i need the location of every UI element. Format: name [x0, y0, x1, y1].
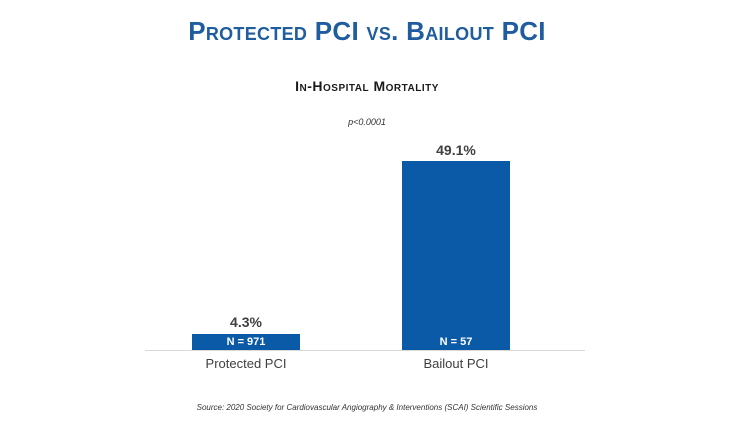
- source-footnote: Source: 2020 Society for Cardiovascular …: [196, 403, 538, 412]
- x-axis-line: [145, 350, 585, 351]
- bar-bailout-pci: N = 57: [402, 161, 510, 350]
- category-label: Bailout PCI: [423, 356, 489, 371]
- chart-title: Protected PCI vs. Bailout PCI: [188, 16, 546, 46]
- bar-value-label: 4.3%: [230, 314, 262, 330]
- chart-subtitle: In-Hospital Mortality: [295, 78, 439, 94]
- bar-protected-pci: N = 971: [192, 334, 300, 350]
- bar-sample-size: N = 57: [439, 336, 473, 348]
- p-value-annotation: p<0.0001: [348, 117, 386, 127]
- bar-sample-size: N = 971: [226, 336, 266, 348]
- category-label: Protected PCI: [205, 356, 287, 371]
- bar-value-label: 49.1%: [436, 142, 476, 158]
